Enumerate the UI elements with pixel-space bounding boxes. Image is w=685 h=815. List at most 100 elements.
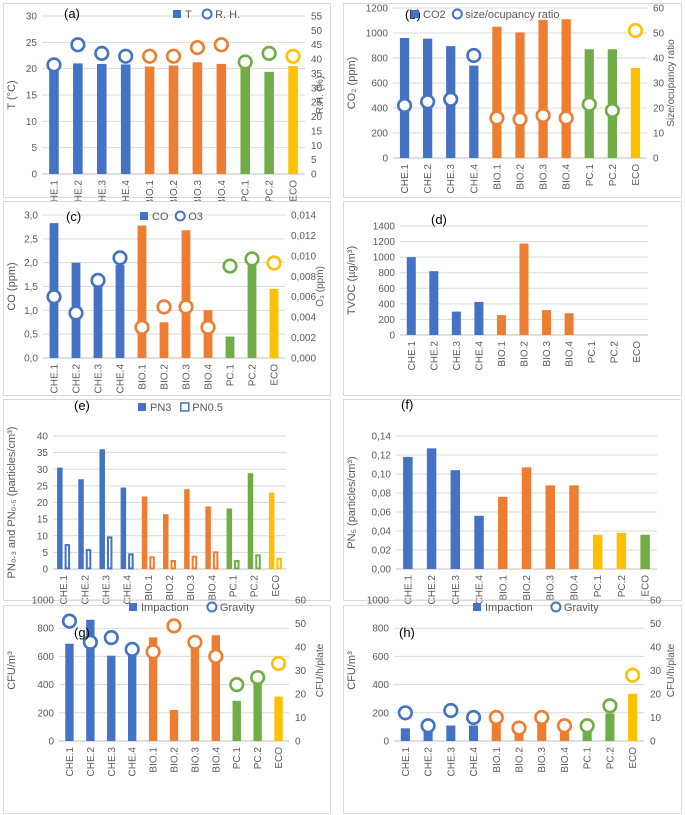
y-right-axis-title: CFU/h/plate <box>315 643 326 697</box>
bar-bio-4 <box>216 63 227 174</box>
marker-che-3 <box>103 629 119 646</box>
y-right-tick-label: 20 <box>295 690 307 701</box>
x-tick-label: BIO.1 <box>149 747 160 773</box>
bar-bio-1 <box>492 26 502 158</box>
marker-che-1 <box>396 97 413 114</box>
y-right-tick-label: 30 <box>650 666 662 677</box>
y-right-tick-label: 10 <box>311 141 323 152</box>
panel-frame <box>343 399 682 601</box>
bar-che-3 <box>96 63 107 174</box>
y-axis-title: CFU/m³ <box>6 651 18 690</box>
bar-bio-4 <box>211 635 220 741</box>
marker-bio-1 <box>489 110 505 126</box>
y-tick-label: 1000 <box>373 253 396 264</box>
bar-che-3 <box>446 725 456 741</box>
legend-swatch-marker <box>206 601 218 613</box>
x-tick-label: PC.2 <box>253 747 264 770</box>
x-tick-label: BIO.3 <box>193 180 204 206</box>
bar-pn05-pc-2 <box>255 554 261 570</box>
marker-che-4 <box>124 641 140 657</box>
y-right-tick-label: 25 <box>311 98 323 109</box>
y-right-tick-label: 0,006 <box>291 292 316 303</box>
y-right-axis-title: O₃ (ppm) <box>315 266 326 307</box>
chart-panel-a: 0 5 10 15 20 25 30 0 5 10 15 20 25 30 35 40 45 50 55 CHE.1 C… <box>3 3 331 209</box>
bar-bio-1 <box>491 719 501 741</box>
x-tick-label: BIO.3 <box>190 747 201 773</box>
x-tick-label: CHE.2 <box>424 747 435 777</box>
bar-eco <box>274 696 283 741</box>
x-tick-label: PC.2 <box>605 747 616 770</box>
marker-eco <box>285 48 301 64</box>
x-tick-label: BIO.2 <box>515 747 526 773</box>
marker-pc-1 <box>237 54 253 70</box>
x-tick-label: BIO.4 <box>560 747 571 773</box>
bar-pn05-bio-4 <box>212 551 219 570</box>
legend-swatch-bar <box>173 10 181 18</box>
x-tick-label: CHE.1 <box>401 747 412 777</box>
bar-bio-2 <box>514 732 524 741</box>
y-right-tick-label: 0,012 <box>291 231 316 242</box>
legend-label: T <box>185 9 192 21</box>
bar-bio-3 <box>181 230 191 358</box>
x-tick-label: CHE.1 <box>59 575 70 605</box>
y-tick-label: 800 <box>372 624 389 635</box>
y-tick-label: 0,14 <box>372 432 392 443</box>
y-tick-label: 200 <box>378 315 395 326</box>
y-tick-label: 10 <box>37 531 49 542</box>
bar-pc-1 <box>592 534 603 569</box>
bar-che-2 <box>426 448 437 569</box>
x-tick-label: ECO <box>632 341 643 363</box>
y-right-tick-label: 40 <box>653 54 665 65</box>
marker-che-3 <box>94 45 110 61</box>
y-right-tick-label: 0,008 <box>291 272 316 283</box>
marker-che-4 <box>466 47 482 64</box>
y-tick-label: 0 <box>31 170 37 181</box>
y-right-tick-label: 20 <box>653 104 665 115</box>
legend-swatch-bar <box>138 403 146 411</box>
y-tick-label: 1,5 <box>24 282 38 293</box>
bar-che-1 <box>49 65 59 174</box>
bar-pn05-eco <box>276 557 282 570</box>
bar-pc-1 <box>240 64 251 174</box>
marker-che-1 <box>46 57 62 73</box>
bar-bio-1 <box>137 225 147 358</box>
bar-pc-2 <box>616 532 627 569</box>
x-tick-label: PC.1 <box>593 575 604 598</box>
bar-pn3-che-4 <box>120 487 127 569</box>
y-axis-title: TVOC (µg/m³) <box>346 246 358 315</box>
legend-label: Gravity <box>564 602 599 614</box>
y-tick-label: 1,0 <box>24 306 38 317</box>
marker-che-4 <box>465 709 482 726</box>
bar-che-1 <box>400 728 410 741</box>
x-tick-label: PC.2 <box>608 164 619 187</box>
y-right-axis-title: Size/ocupancy ratio <box>666 39 677 127</box>
bar-bio-4 <box>564 313 574 335</box>
x-tick-label: BIO.1 <box>145 180 156 206</box>
bar-pn05-pc-1 <box>234 560 240 570</box>
x-tick-label: PC.1 <box>226 364 237 387</box>
chart-panel-h: 0 200 400 600 800 1000 0 10 20 30 40 50 60 CHE.1 CHE.2… <box>343 596 682 814</box>
bar-bio-4 <box>561 19 571 158</box>
x-tick-label: CHE.4 <box>469 747 480 777</box>
x-tick-label: BIO.4 <box>569 575 580 601</box>
legend-swatch-marker <box>451 8 463 20</box>
y-right-tick-label: 50 <box>650 619 662 630</box>
marker-eco <box>270 655 287 672</box>
x-tick-label: CHE.3 <box>94 364 105 394</box>
y-right-tick-label: 30 <box>653 79 665 90</box>
marker-bio-3 <box>535 107 551 124</box>
y-axis-title: CO₂ (ppm) <box>346 57 358 110</box>
x-tick-label: CHE.1 <box>400 164 411 194</box>
bar-che-3 <box>93 274 103 358</box>
legend-swatch-marker <box>201 8 213 20</box>
x-tick-label: BIO.1 <box>144 575 155 601</box>
x-tick-label: BIO.2 <box>522 575 533 601</box>
legend-swatch-marker <box>550 601 562 613</box>
legend-swatch-bar <box>473 603 481 611</box>
y-tick-label: 0 <box>48 737 54 748</box>
legend-swatch-bar <box>411 10 419 18</box>
marker-che-4 <box>112 250 128 266</box>
y-tick-label: 400 <box>371 104 388 115</box>
x-tick-label: BIO.3 <box>542 341 553 367</box>
y-tick-label: 0,06 <box>372 508 392 519</box>
